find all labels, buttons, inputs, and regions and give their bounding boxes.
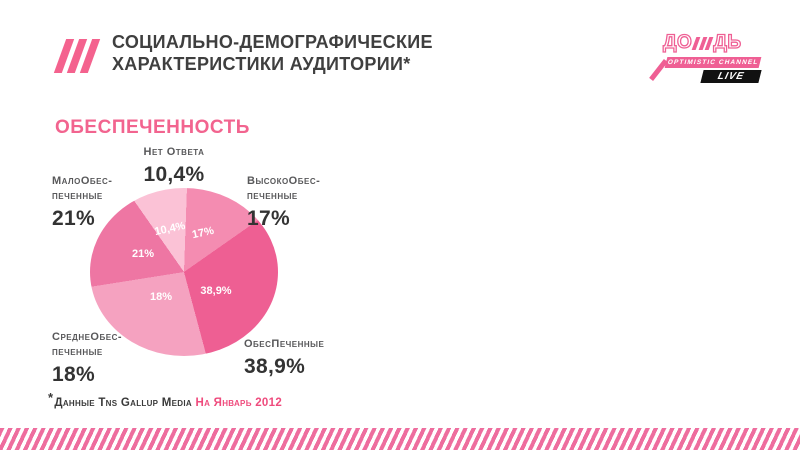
callout-value: 18% [52,363,95,386]
pie-chart: 17% 38,9% 18% 21% 10,4% [90,188,278,356]
header-stripes-icon [53,39,101,73]
callout-label: печенные [52,190,103,202]
logo-wordmark: ДО ДЬ [662,31,742,54]
section-heading: ОБЕСПЕЧЕННОСТЬ [55,117,250,138]
pie-slice-label: 18% [149,291,173,303]
callout-label: печенные [247,190,298,202]
callout-label: Нет Ответа [143,146,205,158]
footnote-date: На Январь 2012 [191,397,283,409]
footnote-asterisk: * [48,390,54,405]
footnote-source: Данные Tns Gallup Media [54,397,192,409]
logo-wordmark-right: ДЬ [713,31,742,53]
pie-callout-well-off: ОбесПеченные 38,9% [244,337,374,379]
footnote: *Данные Tns Gallup Media На Январь 2012 [48,390,282,409]
pie-callout-middle-income: СреднеОбес- печенные 18% [52,330,162,387]
callout-label: печенные [52,346,103,358]
pie-slice-label: 17% [190,224,216,242]
callout-label: МалоОбес- [52,175,113,187]
callout-value: 38,9% [244,355,306,378]
page-title: СОЦИАЛЬНО-ДЕМОГРАФИЧЕСКИЕ ХАРАКТЕРИСТИКИ… [112,31,433,75]
live-badge: LIVE [700,70,762,83]
callout-label: СреднеОбес- [52,331,123,343]
callout-value: 21% [52,207,95,230]
page-title-line1: СОЦИАЛЬНО-ДЕМОГРАФИЧЕСКИЕ [112,32,433,52]
pie-slice-label: 38,9% [200,285,232,297]
pie-slice-label: 10,4% [153,219,187,239]
callout-label: ВысокоОбес- [247,175,321,187]
pie-callout-high-income: ВысокоОбес- печенные 17% [247,174,357,231]
bottom-stripes-band [0,428,800,450]
pie-callout-low-income: МалоОбес- печенные 21% [52,174,152,231]
page-title-line2: ХАРАКТЕРИСТИКИ АУДИТОРИИ* [112,54,411,74]
logo-tagline: OPTIMISTIC CHANNEL [664,57,762,68]
callout-value: 10,4% [143,163,205,186]
callout-label: ОбесПеченные [244,338,325,350]
pie-callout-no-answer: Нет Ответа 10,4% [105,145,243,187]
pie-slice-label: 21% [131,248,155,260]
channel-logo: ДО ДЬ OPTIMISTIC CHANNEL LIVE [649,30,765,86]
logo-wordmark-left: ДО [662,31,693,53]
logo-stripes-icon [691,36,714,50]
callout-value: 17% [247,207,290,230]
